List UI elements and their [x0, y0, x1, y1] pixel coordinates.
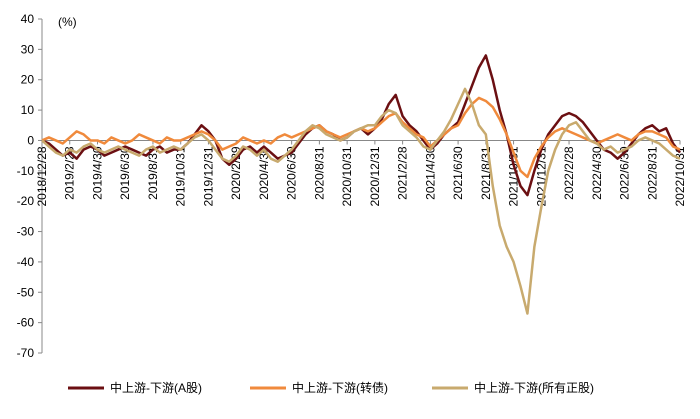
x-tick-label: 2022/8/31 — [645, 146, 659, 200]
y-tick-label: 40 — [21, 12, 35, 26]
legend-label: 中上游-下游(A股) — [110, 380, 202, 395]
x-tick-label: 2019/6/30 — [118, 146, 132, 200]
y-tick-label: 20 — [21, 73, 35, 87]
x-tick-label: 2020/4/30 — [257, 146, 271, 200]
series-line — [41, 54, 681, 197]
series-line — [41, 87, 681, 315]
x-tick-label: 2021/6/30 — [451, 146, 465, 200]
x-tick-label: 2022/4/30 — [590, 146, 604, 200]
x-tick-label: 2021/4/30 — [423, 146, 437, 200]
x-tick-label: 2020/12/31 — [368, 146, 382, 206]
x-tick-label: 2022/10/31 — [673, 146, 687, 206]
x-tick-label: 2019/8/31 — [146, 146, 160, 200]
y-tick-label: -40 — [17, 255, 35, 269]
series-line — [41, 96, 681, 179]
y-tick-label: -60 — [17, 316, 35, 330]
y-tick-label: 30 — [21, 42, 35, 56]
x-tick-label: 2021/2/28 — [396, 146, 410, 200]
legend-label: 中上游-下游(所有正股) — [474, 380, 594, 395]
x-tick-label: 2020/10/31 — [340, 146, 354, 206]
legend-label: 中上游-下游(转债) — [292, 380, 388, 395]
y-tick-label: 0 — [27, 133, 34, 147]
x-tick-label: 2019/12/31 — [201, 146, 215, 206]
y-tick-label: 10 — [21, 103, 35, 117]
y-tick-label: -10 — [17, 164, 35, 178]
y-tick-label: -30 — [17, 225, 35, 239]
x-tick-label: 2019/10/31 — [174, 146, 188, 206]
x-tick-label: 2022/2/28 — [562, 146, 576, 200]
x-tick-label: 2020/8/31 — [312, 146, 326, 200]
y-tick-label: -70 — [17, 346, 35, 360]
y-axis-label: (%) — [58, 15, 77, 29]
y-tick-label: -20 — [17, 194, 35, 208]
x-tick-label: 2022/6/30 — [618, 146, 632, 200]
y-tick-label: -50 — [17, 285, 35, 299]
x-tick-label: 2018/12/28 — [35, 146, 49, 206]
x-tick-label: 2019/2/28 — [63, 146, 77, 200]
x-tick-label: 2019/4/30 — [90, 146, 104, 200]
x-tick-label: 2020/6/30 — [285, 146, 299, 200]
